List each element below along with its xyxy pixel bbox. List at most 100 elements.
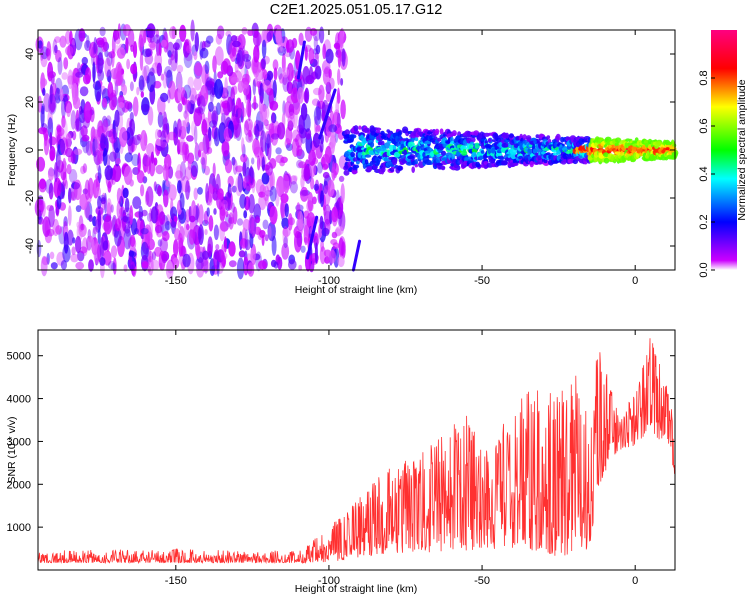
heatmap-cell (61, 98, 66, 118)
x-tick-label: -100 (318, 575, 340, 587)
heatmap-cell (353, 125, 359, 132)
heatmap-cell (154, 128, 160, 141)
snr-ticks: -150 -100 -50 0 1000 2000 3000 4000 5000 (7, 330, 675, 587)
heatmap-cell (182, 119, 186, 139)
heatmap-cell (160, 130, 166, 152)
heatmap-cell (231, 101, 236, 123)
heatmap-cell (193, 51, 198, 61)
heatmap-cell (321, 227, 330, 237)
heatmap-cell (97, 195, 102, 210)
heatmap-cell (203, 257, 209, 274)
heatmap-cell (110, 245, 118, 258)
heatmap-cell (189, 87, 197, 105)
colorbar-gradient (711, 30, 737, 270)
heatmap-cell (291, 138, 300, 158)
heatmap-cell (294, 230, 302, 253)
heatmap-cell (243, 210, 248, 219)
heatmap-cell (304, 46, 308, 61)
heatmap-cell (364, 154, 372, 158)
heatmap-cell (533, 139, 537, 145)
heatmap-cell (243, 177, 247, 189)
heatmap-cell (243, 120, 249, 136)
heatmap-cell (126, 58, 130, 70)
heatmap-cell (332, 111, 341, 133)
heatmap-cell (439, 128, 444, 135)
heatmap-cell (97, 243, 102, 262)
heatmap-cell (45, 179, 53, 194)
heatmap-cell (195, 256, 204, 271)
heatmap-cell (322, 43, 327, 60)
heatmap-cell (205, 35, 214, 44)
heatmap-cell (166, 122, 170, 135)
heatmap-cell (187, 76, 194, 90)
heatmap-cell (153, 34, 161, 44)
heatmap-cell (56, 134, 61, 145)
heatmap-cell (318, 84, 325, 102)
heatmap-cell (79, 246, 88, 254)
heatmap-cell (535, 134, 540, 139)
heatmap-cell (79, 86, 89, 97)
snr-y-axis-label: SNR (10 * v/v) (6, 416, 18, 483)
heatmap-cell (300, 174, 305, 189)
heatmap-cell (441, 150, 446, 157)
heatmap-cell (185, 99, 191, 112)
heatmap-cell (83, 101, 92, 124)
heatmap-cell (242, 81, 250, 96)
heatmap-cell (141, 97, 150, 116)
heatmap-cell (230, 35, 238, 42)
heatmap-cell (261, 57, 266, 70)
heatmap-cell (123, 165, 133, 185)
heatmap-cell (196, 97, 201, 107)
heatmap-cell (146, 71, 156, 93)
heatmap-cell (193, 76, 202, 91)
heatmap-cell (229, 186, 233, 194)
heatmap-cell (277, 256, 283, 270)
heatmap-cell (338, 236, 346, 256)
heatmap-cell (212, 187, 219, 201)
heatmap-cell (390, 166, 395, 170)
heatmap-cell (555, 133, 561, 141)
y-tick-label: 2000 (7, 479, 31, 491)
heatmap-cell (271, 133, 280, 140)
heatmap-cell (236, 257, 245, 280)
heatmap-cell (198, 224, 204, 246)
heatmap-cell (194, 32, 199, 52)
heatmap-cell (52, 82, 57, 96)
heatmap-cell (168, 80, 176, 100)
heatmap-streak (296, 40, 306, 80)
heatmap-cell (397, 130, 402, 138)
heatmap-cell (216, 102, 221, 115)
spectrogram-x-axis-label: Height of straight line (km) (295, 284, 418, 296)
heatmap-cell (155, 224, 163, 234)
heatmap-cell (131, 153, 140, 167)
heatmap-cell (199, 84, 209, 107)
heatmap-cell (286, 81, 293, 94)
heatmap-cell (140, 241, 149, 261)
heatmap-cell (306, 212, 316, 229)
heatmap-cell (66, 102, 72, 118)
heatmap-cell (277, 122, 286, 140)
heatmap-cell (130, 218, 138, 236)
x-tick-label: -50 (474, 575, 490, 587)
spectrogram-y-axis-label: Frequency (Hz) (6, 114, 18, 186)
heatmap-cell (254, 123, 260, 141)
heatmap-cell (329, 77, 335, 90)
heatmap-cell (424, 140, 431, 145)
heatmap-cell (214, 78, 224, 99)
heatmap-cell (437, 137, 442, 142)
heatmap-cell (277, 46, 287, 56)
heatmap-cell (527, 150, 532, 156)
heatmap-cell (104, 50, 109, 58)
heatmap-cell (366, 166, 374, 170)
heatmap-cell (240, 238, 248, 249)
heatmap-cell (73, 148, 83, 155)
heatmap-cell (337, 255, 345, 268)
heatmap-cell (137, 152, 141, 173)
heatmap-cell (358, 125, 362, 130)
heatmap-cell (118, 102, 125, 109)
heatmap-cell (277, 66, 283, 80)
heatmap-cell (283, 174, 290, 194)
heatmap-cell (168, 184, 177, 201)
heatmap-cell (57, 127, 65, 137)
